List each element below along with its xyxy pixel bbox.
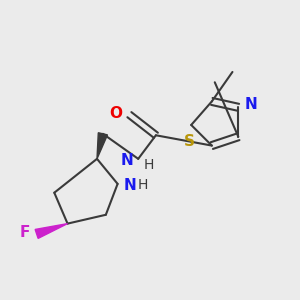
Text: H: H — [144, 158, 154, 172]
Text: F: F — [20, 225, 30, 240]
Polygon shape — [35, 224, 68, 238]
Text: N: N — [124, 178, 136, 193]
Text: S: S — [184, 134, 195, 149]
Text: N: N — [121, 153, 134, 168]
Text: H: H — [138, 178, 148, 192]
Text: N: N — [245, 97, 258, 112]
Text: O: O — [109, 106, 122, 121]
Polygon shape — [97, 133, 107, 159]
